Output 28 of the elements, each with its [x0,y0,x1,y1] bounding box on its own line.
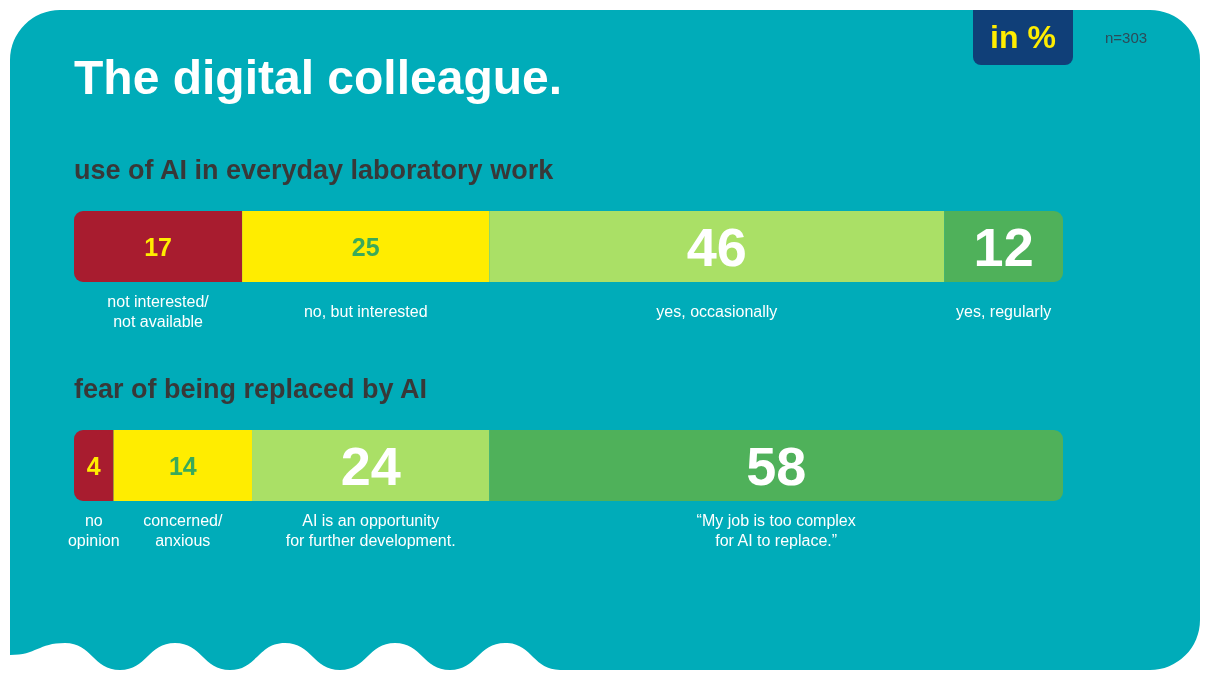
data-label: 58 [746,435,807,496]
bar [489,211,945,282]
series-label: “My job is too complex for AI to replace.” [696,511,856,549]
data-label: 46 [686,216,747,277]
series-label: not interested/ not available [107,292,210,330]
chart-title: fear of being replaced by AI [74,374,428,404]
series-label: yes, regularly [956,302,1052,320]
bar [113,430,253,501]
series-label: concerned/ anxious [143,511,223,549]
data-label: 24 [340,435,401,496]
series-label: yes, occasionally [656,302,778,320]
series-label: no, but interested [303,302,428,320]
bar [489,430,1063,501]
series-label: AI is an opportunity for further development. [285,511,456,549]
series-label: no opinion [67,511,120,549]
data-label: 25 [351,232,380,261]
bar [242,211,490,282]
data-label: 14 [168,451,197,480]
bar [74,211,243,282]
chart-title: use of AI in everyday laboratory work [74,155,554,185]
data-label: 17 [144,232,172,261]
heading-tab: in % [973,10,1073,65]
bar [252,430,490,501]
data-label: 4 [86,451,101,480]
bar [74,430,114,501]
text: n=303 [1105,29,1148,46]
data-label: 12 [973,216,1034,277]
text: The digital colleague. [74,51,563,104]
